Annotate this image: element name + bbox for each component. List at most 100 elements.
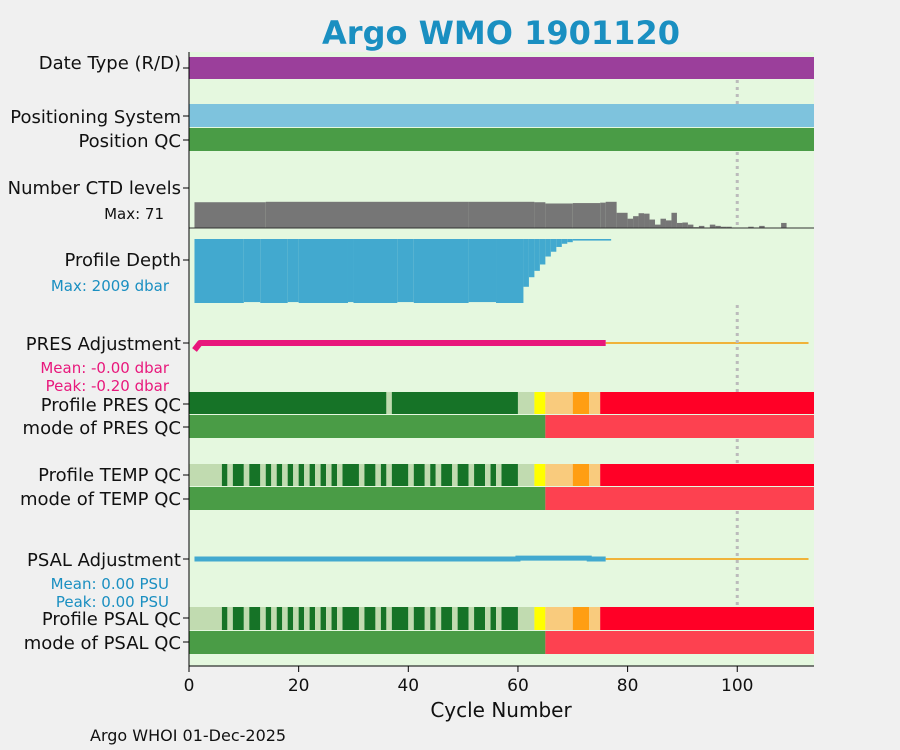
profile-psal-qc-segment xyxy=(358,607,365,630)
pres-peak-note: Peak: -0.20 dbar xyxy=(46,377,170,395)
profile-psal-qc-segment xyxy=(293,607,299,630)
profile-temp-qc-segment xyxy=(391,464,409,486)
profile-psal-qc-segment xyxy=(265,607,272,630)
profile-temp-qc-segment xyxy=(358,464,365,486)
profile-psal-qc-segment xyxy=(457,607,469,630)
label-pres-adjustment: PRES Adjustment xyxy=(26,334,181,355)
profile-temp-qc-segment xyxy=(309,464,316,486)
profile-temp-qc-segment xyxy=(380,464,387,486)
profile-temp-qc-segment xyxy=(534,464,546,486)
pres-mean-note: Mean: -0.00 dbar xyxy=(40,359,170,377)
profile-pres-qc-segment xyxy=(572,392,590,414)
x-tick-label: 40 xyxy=(397,676,419,696)
ctd-level-bar xyxy=(194,202,266,228)
profile-temp-qc-segment xyxy=(342,464,359,486)
profile-psal-qc-segment xyxy=(315,607,321,630)
ctd-level-bar xyxy=(781,222,787,228)
profile-psal-qc-segment xyxy=(501,607,518,630)
psal-peak-note: Peak: 0.00 PSU xyxy=(56,593,169,611)
profile-psal-qc-segment xyxy=(474,607,486,630)
mode-psal-qc-segment xyxy=(545,631,814,654)
label-mode-temp-qc: mode of TEMP QC xyxy=(20,489,181,510)
profile-temp-qc-segment xyxy=(276,464,283,486)
profile-depth-bar xyxy=(298,239,348,303)
profile-depth-bar xyxy=(534,239,540,271)
ctd-max-note: Max: 71 xyxy=(104,205,164,223)
profile-temp-qc-segment xyxy=(468,464,475,486)
profile-psal-qc-segment xyxy=(320,607,327,630)
profile-psal-qc-segment xyxy=(386,607,392,630)
profile-temp-qc-segment xyxy=(490,464,497,486)
profile-psal-qc-segment xyxy=(408,607,414,630)
profile-depth-bar xyxy=(260,239,288,303)
profile-psal-qc-segment xyxy=(304,607,310,630)
label-profile-temp-qc: Profile TEMP QC xyxy=(38,465,181,486)
profile-psal-qc-segment xyxy=(260,607,266,630)
profile-psal-qc-segment xyxy=(309,607,316,630)
label-ctd-levels: Number CTD levels xyxy=(8,178,181,199)
profile-pres-qc-segment xyxy=(545,392,573,414)
x-tick-label: 100 xyxy=(721,676,753,696)
profile-psal-qc-segment xyxy=(490,607,497,630)
ctd-level-bar xyxy=(720,226,727,228)
ctd-level-bar xyxy=(265,201,469,228)
profile-psal-qc-segment xyxy=(243,607,250,630)
profile-temp-qc-segment xyxy=(474,464,486,486)
profile-temp-qc-segment xyxy=(326,464,332,486)
label-profile-psal-qc: Profile PSAL QC xyxy=(42,609,181,630)
x-tick-label: 20 xyxy=(288,676,310,696)
profile-psal-qc-segment xyxy=(282,607,288,630)
mode-pres-qc-segment xyxy=(545,415,814,438)
profile-psal-qc-segment xyxy=(485,607,491,630)
profile-psal-qc-segment xyxy=(380,607,387,630)
profile-psal-qc-segment xyxy=(452,607,458,630)
profile-psal-qc-segment xyxy=(496,607,502,630)
profile-temp-qc-segment xyxy=(589,464,601,486)
profile-temp-qc-segment xyxy=(221,464,228,486)
ctd-level-bar xyxy=(534,202,546,228)
ctd-level-bar xyxy=(709,224,716,228)
profile-temp-qc-segment xyxy=(227,464,233,486)
profile-psal-qc-segment xyxy=(435,607,442,630)
profile-pres-qc-segment xyxy=(391,392,518,414)
profile-temp-qc-segment xyxy=(265,464,272,486)
mode-temp-qc-segment xyxy=(545,487,814,510)
profile-psal-qc-segment xyxy=(287,607,294,630)
profile-psal-qc-segment xyxy=(545,607,573,630)
ctd-level-bar xyxy=(644,213,650,228)
profile-temp-qc-segment xyxy=(298,464,305,486)
label-mode-pres-qc: mode of PRES QC xyxy=(23,418,181,439)
profile-temp-qc-segment xyxy=(375,464,381,486)
profile-temp-qc-segment xyxy=(320,464,327,486)
profile-psal-qc-segment xyxy=(227,607,233,630)
date-type-bar xyxy=(189,57,814,79)
profile-pres-qc-segment xyxy=(589,392,601,414)
profile-psal-qc-segment xyxy=(298,607,305,630)
profile-depth-bar xyxy=(556,239,562,247)
profile-temp-qc-segment xyxy=(337,464,343,486)
ctd-level-bar xyxy=(605,201,617,228)
ctd-level-bar xyxy=(698,225,705,228)
x-axis-label: Cycle Number xyxy=(430,698,572,722)
ctd-level-bar xyxy=(759,225,765,228)
profile-psal-qc-segment xyxy=(468,607,475,630)
ctd-level-bar xyxy=(676,222,683,228)
label-date-type: Date Type (R/D) xyxy=(39,53,181,74)
profile-pres-qc-segment xyxy=(386,392,392,414)
label-profile-depth: Profile Depth xyxy=(64,250,181,271)
ctd-level-bar xyxy=(616,212,628,228)
profile-temp-qc-segment xyxy=(424,464,431,486)
profile-psal-qc-segment xyxy=(589,607,601,630)
profile-temp-qc-segment xyxy=(364,464,376,486)
position-qc-bar xyxy=(189,128,814,151)
footer-credit: Argo WHOI 01-Dec-2025 xyxy=(90,726,286,745)
profile-depth-bar xyxy=(545,239,551,257)
profile-depth-bar xyxy=(528,239,535,278)
profile-temp-qc-segment xyxy=(413,464,425,486)
profile-depth-bar xyxy=(567,239,573,243)
plot-background xyxy=(189,52,814,666)
profile-psal-qc-segment xyxy=(276,607,283,630)
profile-depth-bar xyxy=(550,239,557,252)
ctd-level-bar xyxy=(665,220,672,228)
